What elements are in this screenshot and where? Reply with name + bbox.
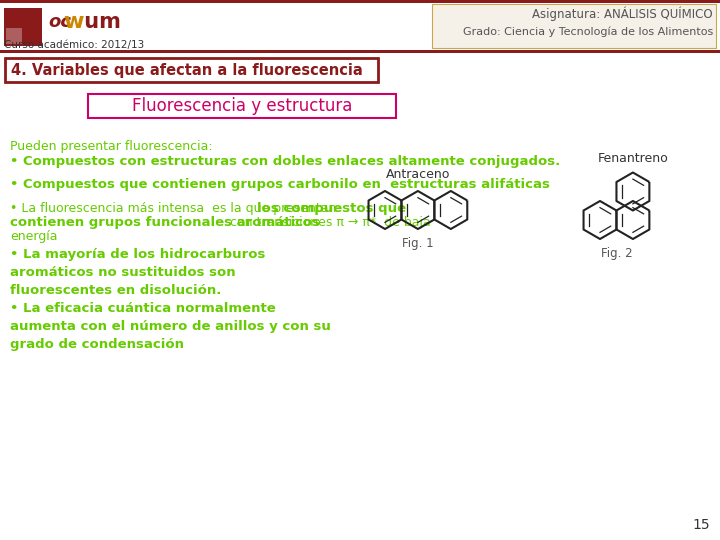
Text: con transiciones π → π*  de baja: con transiciones π → π* de baja [227, 216, 431, 229]
Text: • La fluorescencia más intensa  es la que presentan: • La fluorescencia más intensa es la que… [10, 202, 341, 215]
Bar [4, 8, 42, 46]
Text: Curso académico: 2012/13: Curso académico: 2012/13 [4, 40, 144, 50]
Text: um: um [77, 12, 121, 32]
Text: energía: energía [10, 230, 58, 243]
Text: 4. Variables que afectan a la fluorescencia: 4. Variables que afectan a la fluorescen… [11, 63, 363, 78]
Bar [5, 58, 378, 82]
Text: • Compuestos que contienen grupos carbonilo en  estructuras alifáticas: • Compuestos que contienen grupos carbon… [10, 178, 550, 191]
Bar [432, 4, 716, 48]
Text: Fig. 2: Fig. 2 [600, 247, 632, 260]
Text: los compuestos que: los compuestos que [257, 202, 406, 215]
Bar [0, 0, 720, 50]
Text: Fenantreno: Fenantreno [598, 152, 668, 165]
Text: • Compuestos con estructuras con dobles enlaces altamente conjugados.: • Compuestos con estructuras con dobles … [10, 155, 560, 168]
Text: contienen grupos funcionales aromáticos: contienen grupos funcionales aromáticos [10, 216, 320, 229]
Text: 15: 15 [693, 518, 710, 532]
Bar [6, 28, 22, 44]
Text: Asignatura: ANÁLISIS QUÍMICO: Asignatura: ANÁLISIS QUÍMICO [532, 6, 713, 21]
Text: Fig. 1: Fig. 1 [402, 237, 433, 250]
Text: oc: oc [48, 13, 71, 31]
Bar [0, 50, 720, 53]
Text: Pueden presentar fluorescencia:: Pueden presentar fluorescencia: [10, 140, 212, 153]
Bar [0, 0, 720, 3]
Text: Fluorescencia y estructura: Fluorescencia y estructura [132, 97, 352, 115]
Bar [88, 94, 396, 118]
Text: Grado: Ciencia y Tecnología de los Alimentos: Grado: Ciencia y Tecnología de los Alime… [463, 27, 713, 37]
Text: Antraceno: Antraceno [386, 168, 450, 181]
Text: w: w [63, 12, 84, 32]
Text: • La mayoría de los hidrocarburos
aromáticos no sustituidos son
fluorescentes en: • La mayoría de los hidrocarburos aromát… [10, 248, 331, 351]
